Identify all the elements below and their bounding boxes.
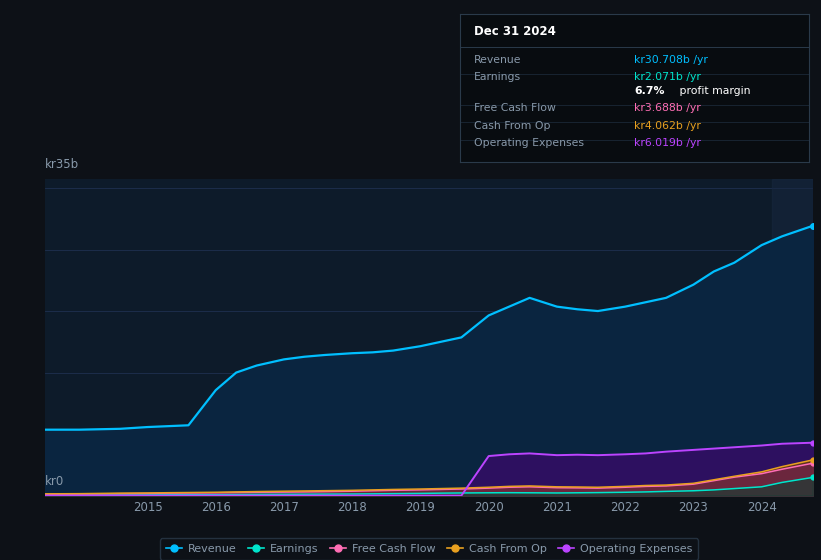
Text: Free Cash Flow: Free Cash Flow [474, 103, 556, 113]
Text: profit margin: profit margin [677, 86, 750, 96]
Text: 6.7%: 6.7% [635, 86, 665, 96]
Text: kr35b: kr35b [45, 158, 80, 171]
Text: Revenue: Revenue [474, 55, 521, 65]
Text: Operating Expenses: Operating Expenses [474, 138, 584, 148]
Text: kr30.708b /yr: kr30.708b /yr [635, 55, 708, 65]
Text: Dec 31 2024: Dec 31 2024 [474, 25, 556, 38]
Text: kr0: kr0 [45, 475, 64, 488]
Text: kr2.071b /yr: kr2.071b /yr [635, 72, 701, 82]
Text: kr6.019b /yr: kr6.019b /yr [635, 138, 701, 148]
Bar [772, 179, 813, 496]
Text: kr4.062b /yr: kr4.062b /yr [635, 121, 701, 131]
Text: Cash From Op: Cash From Op [474, 121, 550, 131]
Text: Earnings: Earnings [474, 72, 521, 82]
Legend: Revenue, Earnings, Free Cash Flow, Cash From Op, Operating Expenses: Revenue, Earnings, Free Cash Flow, Cash … [160, 538, 698, 559]
Text: kr3.688b /yr: kr3.688b /yr [635, 103, 701, 113]
